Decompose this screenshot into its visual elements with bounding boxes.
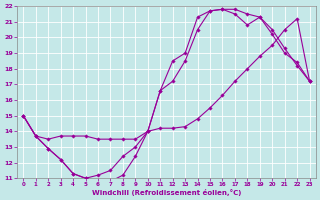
X-axis label: Windchill (Refroidissement éolien,°C): Windchill (Refroidissement éolien,°C) <box>92 189 241 196</box>
